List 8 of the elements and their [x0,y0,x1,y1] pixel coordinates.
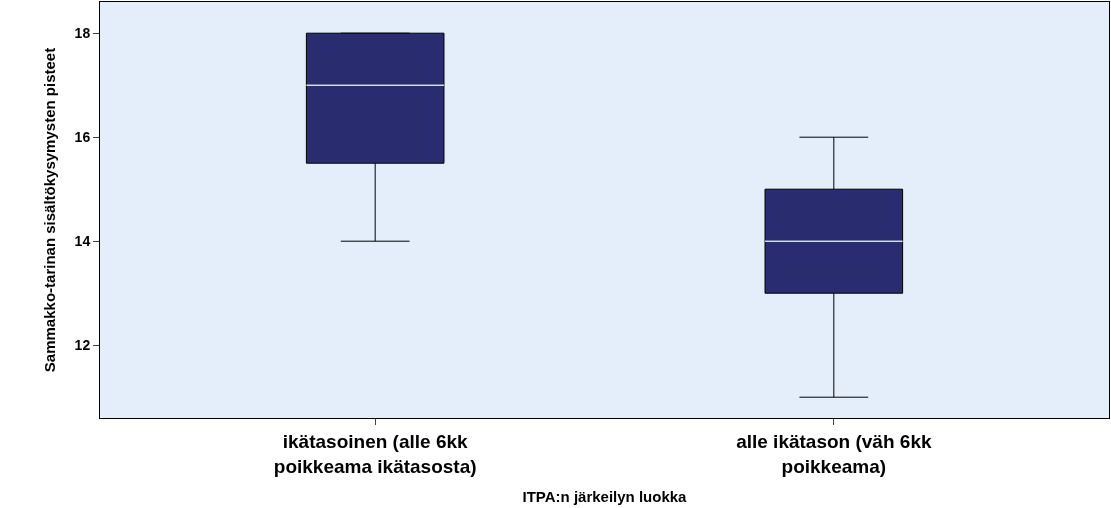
y-tick-label: 14 [74,233,91,250]
y-tick-label: 16 [74,129,91,146]
y-axis-title: Sammakko-tarinan sisältökysymysten pisteet [40,47,58,373]
x-tick-label: alle ikätason (väh 6kk poikkeama) [736,430,932,477]
y-tick-label: 12 [74,337,91,354]
y-tick-label: 18 [74,25,91,42]
x-axis-title: ITPA:n järkeilyn luokka [522,487,688,505]
x-tick-label: ikätasoinen (alle 6kk poikkeama ikätasosta) [273,430,477,477]
